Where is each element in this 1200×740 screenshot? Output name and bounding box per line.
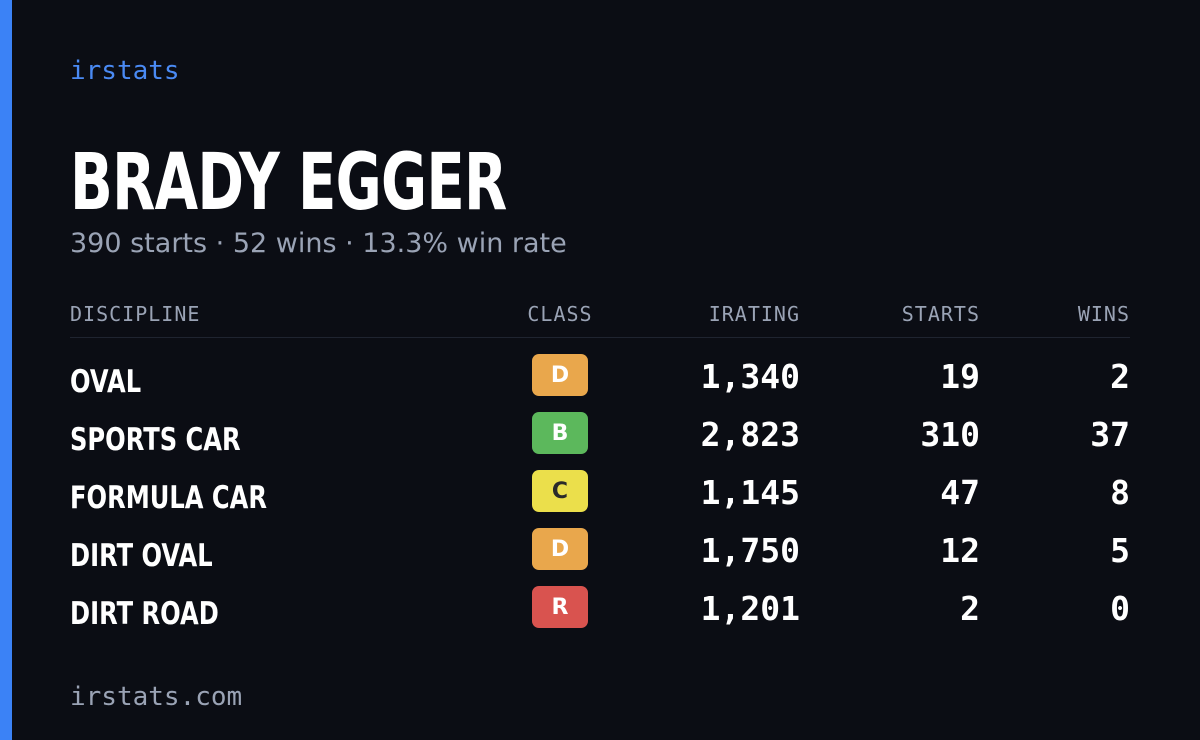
starts: 19 xyxy=(940,357,980,396)
irating: 1,145 xyxy=(700,473,800,512)
column-header: IRATING xyxy=(708,302,800,326)
header-rule xyxy=(70,337,1130,338)
irating: 1,340 xyxy=(700,357,800,396)
starts: 47 xyxy=(940,473,980,512)
discipline: FORMULA CAR xyxy=(70,480,268,516)
starts: 310 xyxy=(920,415,980,454)
class-badge: C xyxy=(532,470,588,512)
wins: 37 xyxy=(1090,415,1130,454)
irating: 1,750 xyxy=(700,531,800,570)
column-header: STARTS xyxy=(901,302,980,326)
class-badge: D xyxy=(532,528,588,570)
discipline: DIRT ROAD xyxy=(70,596,219,632)
column-header: DISCIPLINE xyxy=(70,302,201,326)
discipline: SPORTS CAR xyxy=(70,422,241,458)
discipline: DIRT OVAL xyxy=(70,538,213,574)
class-badge: B xyxy=(532,412,588,454)
brand: irstats xyxy=(70,56,180,86)
class-badge: R xyxy=(532,586,588,628)
wins: 2 xyxy=(1110,357,1130,396)
starts: 12 xyxy=(940,531,980,570)
discipline: OVAL xyxy=(70,364,142,400)
wins: 8 xyxy=(1110,473,1130,512)
wins: 5 xyxy=(1110,531,1130,570)
column-header: WINS xyxy=(1077,302,1130,326)
wins: 0 xyxy=(1110,589,1130,628)
driver-name: BRADY EGGER xyxy=(70,138,507,228)
class-badge: D xyxy=(532,354,588,396)
irating: 2,823 xyxy=(700,415,800,454)
footer: irstats.com xyxy=(70,682,243,712)
column-header: CLASS xyxy=(527,302,593,326)
driver-summary: 390 starts · 52 wins · 13.3% win rate xyxy=(70,228,567,259)
accent-bar xyxy=(0,0,12,740)
starts: 2 xyxy=(960,589,980,628)
irating: 1,201 xyxy=(700,589,800,628)
